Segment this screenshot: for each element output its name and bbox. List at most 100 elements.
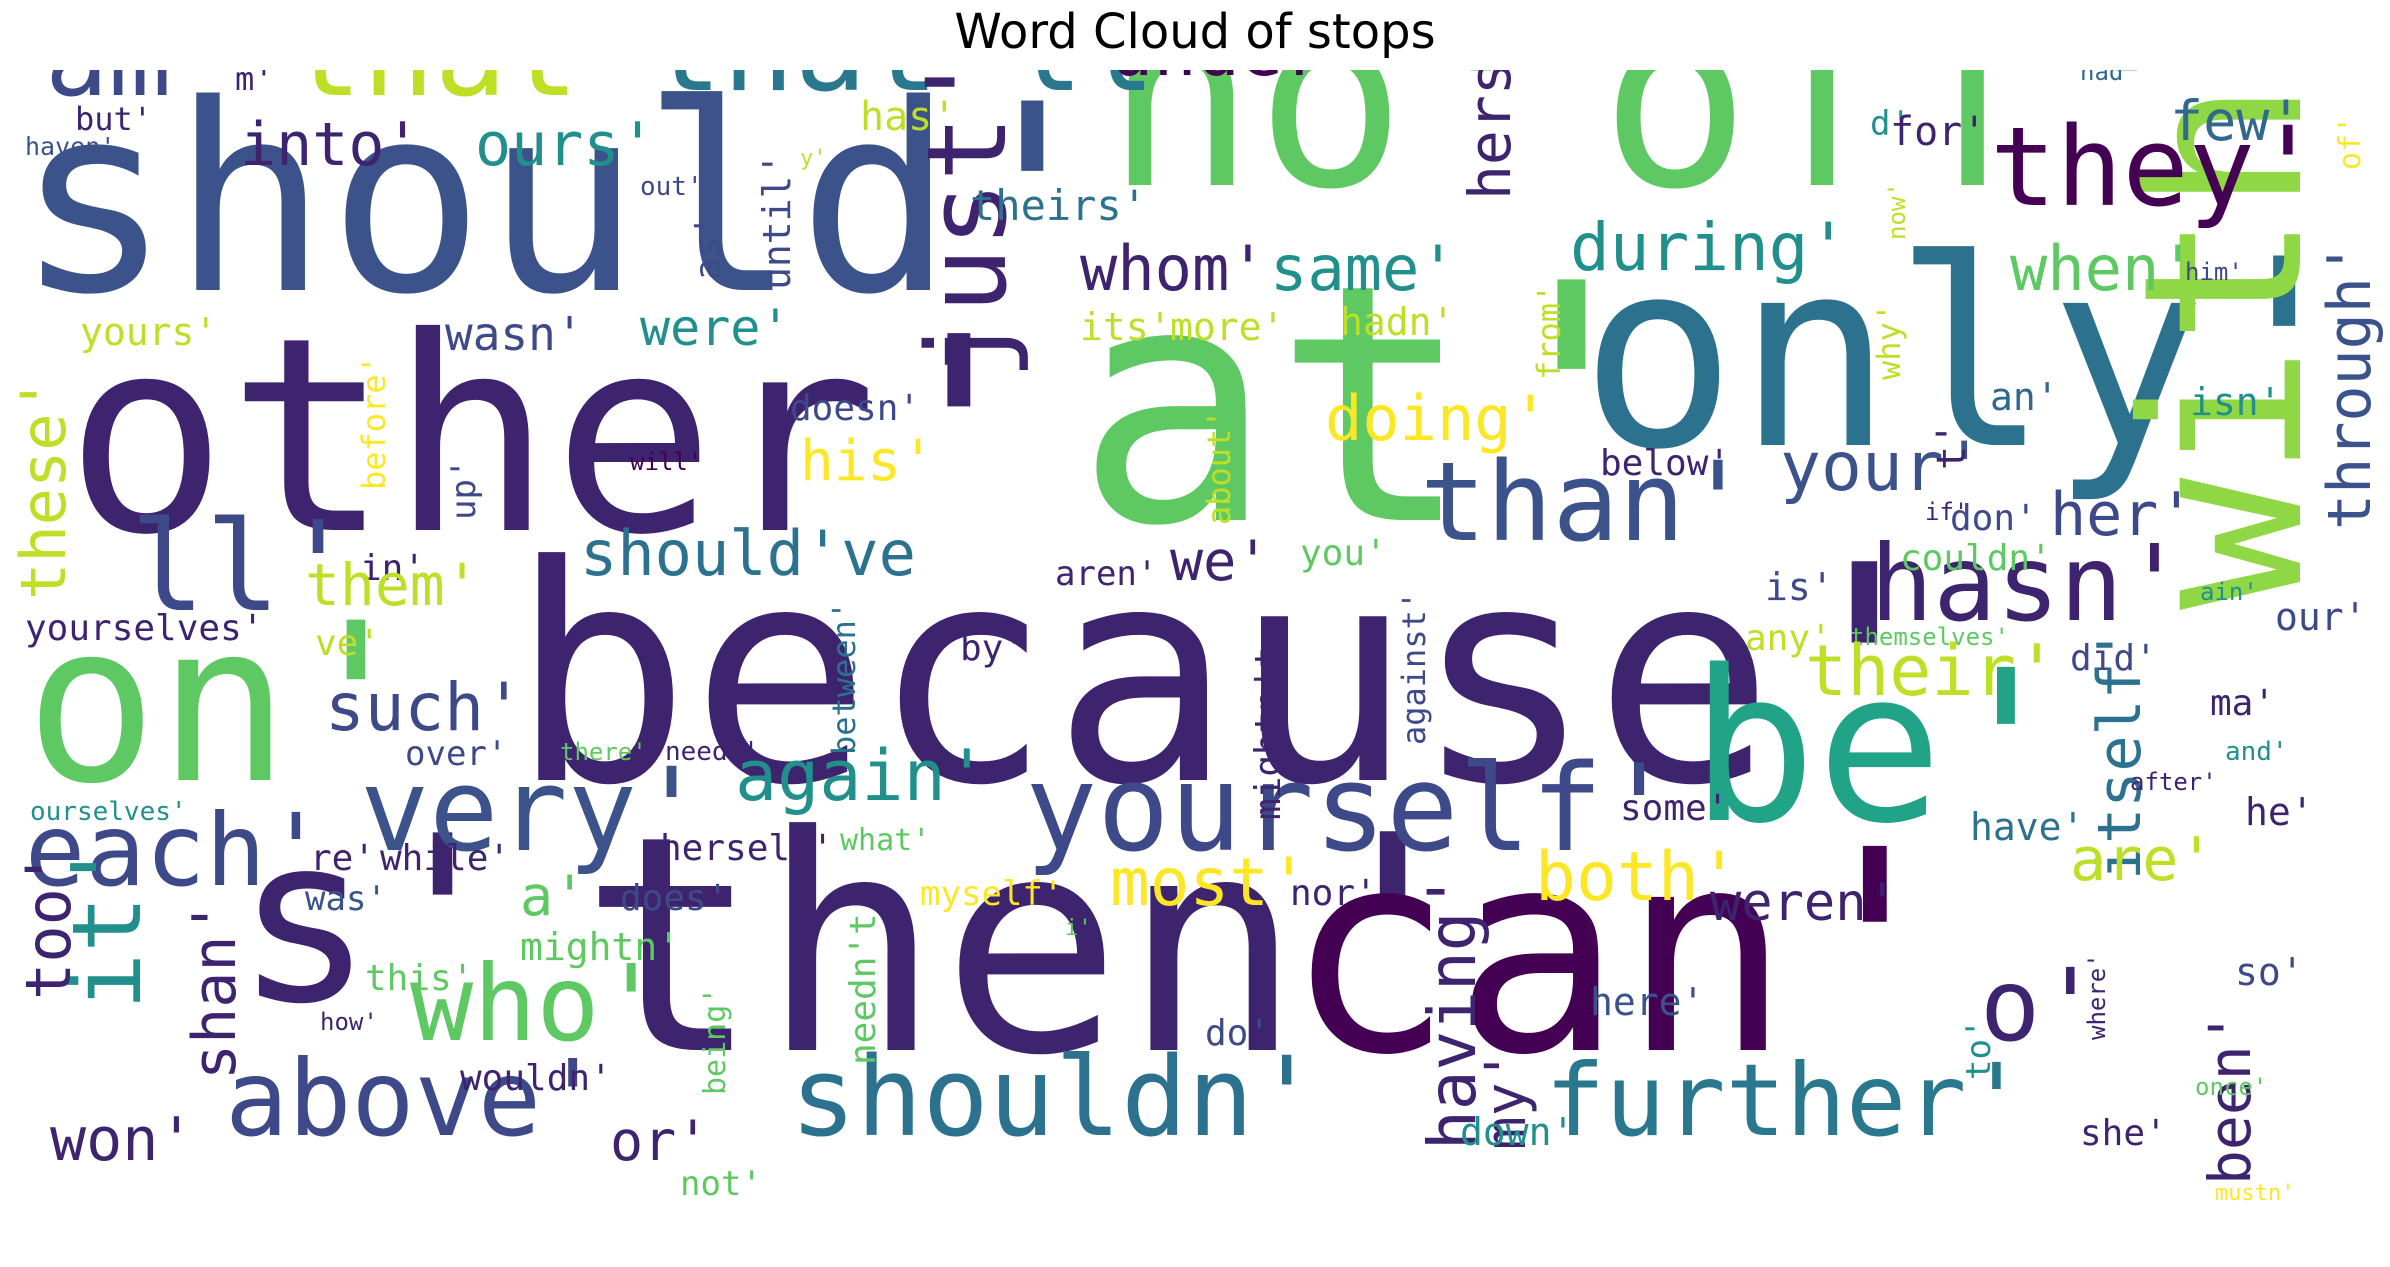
word-121: are' xyxy=(2070,825,2215,895)
word-13: be' xyxy=(1690,625,2069,870)
word-25: above' xyxy=(225,1038,604,1160)
word-31: under' xyxy=(1110,70,1370,92)
word-74: doesn' xyxy=(790,388,920,429)
word-30: o' xyxy=(1980,947,2100,1064)
word-53: theirs' xyxy=(970,181,1147,230)
word-83: t' xyxy=(1929,422,1975,470)
word-62: now' xyxy=(1883,182,1911,240)
word-82: your' xyxy=(1780,428,1985,507)
word-17: ll' xyxy=(130,495,356,640)
word-113: over' xyxy=(405,734,507,774)
word-68: why' xyxy=(1870,303,1908,380)
word-117: ourselves' xyxy=(30,797,187,827)
word-76: doing' xyxy=(1325,382,1549,455)
word-137: having' xyxy=(1414,872,1491,1150)
word-139: where' xyxy=(2083,953,2111,1040)
word-131: does' xyxy=(620,878,728,919)
word-119: he' xyxy=(2245,790,2314,834)
word-10: with' xyxy=(2096,70,2352,610)
word-126: what' xyxy=(840,823,930,858)
word-125: herself' xyxy=(660,828,833,869)
word-1: should' xyxy=(15,70,1111,352)
word-70: were' xyxy=(640,299,791,357)
word-101: any' xyxy=(1745,618,1832,659)
word-36: few' xyxy=(2170,89,2302,153)
word-79: will' xyxy=(630,448,702,476)
word-35: ours' xyxy=(475,110,656,180)
word-71: yours' xyxy=(80,310,217,354)
word-89: don' xyxy=(1950,498,2037,539)
word-150: wouldn' xyxy=(460,1058,612,1099)
word-127: most' xyxy=(1110,844,1309,921)
word-33: me' xyxy=(2200,70,2308,75)
word-104: against' xyxy=(1395,591,1433,745)
word-67: hadn' xyxy=(1340,300,1454,344)
word-146: been' xyxy=(2196,1010,2264,1185)
word-136: mightn' xyxy=(520,925,680,969)
word-5: other' xyxy=(65,279,1040,594)
word-94: couldn' xyxy=(1900,538,2052,579)
word-157: mustn' xyxy=(2215,1181,2294,1206)
word-80: about' xyxy=(1200,409,1238,525)
word-49: had' xyxy=(2080,70,2138,86)
word-66: more' xyxy=(1170,305,1284,349)
word-58: during' xyxy=(1570,209,1848,286)
word-128: both' xyxy=(1535,838,1740,917)
word-132: myself' xyxy=(920,874,1063,914)
word-11: s' xyxy=(235,788,512,1055)
word-57: same' xyxy=(1270,232,1457,305)
word-96: ain' xyxy=(2200,578,2258,606)
word-107: such' xyxy=(325,669,524,746)
word-140: this' xyxy=(365,958,473,999)
chart-title: Word Cloud of stops xyxy=(954,4,1436,60)
word-149: how' xyxy=(320,1008,378,1036)
word-153: or' xyxy=(610,1109,709,1173)
word-144: so' xyxy=(2235,950,2304,994)
word-112: itself' xyxy=(2085,627,2155,880)
word-7: because' xyxy=(510,502,1955,851)
word-61: through' xyxy=(2315,241,2385,530)
word-98: yourselves' xyxy=(25,608,263,649)
word-99: between' xyxy=(825,601,863,755)
word-44: but' xyxy=(75,100,152,138)
word-55: until' xyxy=(755,153,799,290)
word-27: each' xyxy=(25,792,326,909)
word-18: yourself' xyxy=(1025,740,1675,879)
word-123: re' xyxy=(310,838,375,879)
word-65: its' xyxy=(1080,305,1172,349)
word-118: some' xyxy=(1620,788,1728,829)
word-142: my' xyxy=(1474,1049,1539,1150)
word-84: her' xyxy=(2050,480,2195,550)
word-111: again' xyxy=(735,735,988,817)
word-78: isn' xyxy=(2190,380,2282,424)
word-72: these' xyxy=(7,376,80,600)
word-19: very' xyxy=(360,744,706,878)
word-22: than' xyxy=(1420,438,1751,566)
word-133: nor' xyxy=(1290,873,1377,914)
word-145: being' xyxy=(698,987,733,1095)
word-50: of' xyxy=(2333,116,2368,170)
word-63: him' xyxy=(2185,258,2243,286)
word-52: out' xyxy=(640,172,703,202)
word-148: to' xyxy=(1959,1019,1999,1080)
word-21: they' xyxy=(1990,103,2321,231)
word-88: you' xyxy=(1300,533,1387,574)
word-100: by' xyxy=(960,628,1025,669)
word-129: weren' xyxy=(1710,873,1898,933)
word-59: when' xyxy=(2010,232,2197,305)
word-20: just' xyxy=(903,70,1031,380)
word-86: should've xyxy=(580,517,916,590)
word-151: once' xyxy=(2195,1073,2267,1101)
word-130: a' xyxy=(520,864,586,928)
word-24: shouldn' xyxy=(790,1033,1320,1161)
word-115: needn' xyxy=(665,737,759,767)
word-26: further' xyxy=(1545,1042,2027,1159)
word-45: haven' xyxy=(25,132,115,161)
word-122: too' xyxy=(12,851,85,1000)
word-154: down' xyxy=(1460,1110,1574,1154)
word-152: won' xyxy=(50,1105,195,1175)
word-155: she' xyxy=(2080,1113,2167,1154)
word-95: them' xyxy=(305,551,480,619)
